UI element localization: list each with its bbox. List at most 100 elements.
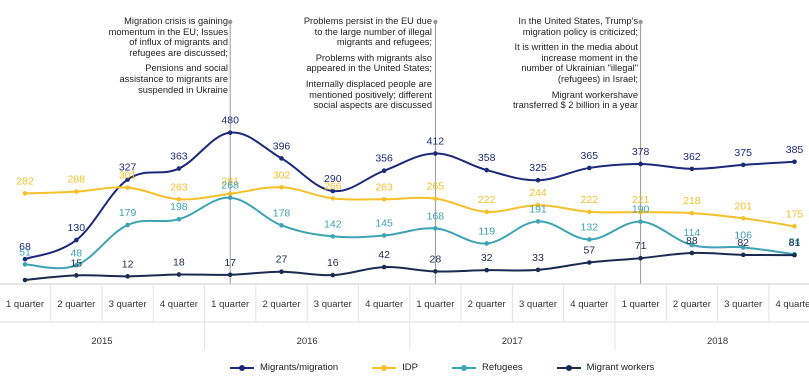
legend-swatch-idp (372, 364, 397, 371)
x-tick-label: 3 quarter (109, 299, 147, 310)
data-point-migrants-migration (22, 256, 28, 262)
legend-swatch-migrants (230, 364, 254, 371)
legend-item-migrant-workers: Migrant workers (556, 362, 654, 373)
legend: Migrants/migration IDP Refugees Migrant … (230, 362, 688, 373)
data-point-idp (740, 215, 746, 221)
data-label-idp: 222 (581, 194, 599, 206)
data-point-idp (125, 185, 130, 190)
data-point-refugees (330, 234, 336, 239)
data-point-migrant-workers (535, 267, 541, 273)
data-label-refugees: 191 (529, 203, 547, 215)
year-label: 2015 (91, 336, 112, 347)
data-point-migrants-migration (740, 162, 746, 168)
data-label-migrant-workers: 16 (327, 257, 339, 269)
data-point-idp (689, 210, 695, 216)
data-label-idp: 301 (119, 170, 137, 182)
data-point-migrants-migration (176, 166, 182, 171)
data-point-migrant-workers (433, 269, 438, 274)
data-label-migrant-workers: 15 (70, 257, 82, 269)
annotation-marker-dot (638, 19, 643, 25)
annotation-2018: In the United States, Trump's migration … (510, 16, 638, 116)
data-point-migrant-workers (125, 274, 130, 279)
data-point-idp (227, 191, 233, 197)
data-label-migrants-migration: 480 (221, 115, 239, 127)
data-point-migrants-migration (792, 159, 797, 165)
x-tick-label: 2 quarter (673, 299, 711, 310)
data-label-idp: 282 (16, 175, 34, 187)
annotation-2017: Problems persist in the EU due to the la… (300, 16, 432, 116)
x-tick-label: 3 quarter (519, 299, 557, 310)
data-label-refugees: 178 (273, 207, 291, 219)
data-label-migrants-migration: 68 (19, 241, 31, 253)
data-label-migrant-workers: 28 (430, 253, 442, 265)
data-point-refugees (689, 242, 695, 248)
data-label-migrants-migration: 356 (375, 153, 393, 165)
data-point-idp (535, 202, 541, 208)
data-label-migrant-workers: 88 (686, 235, 698, 247)
data-point-migrant-workers (638, 255, 643, 261)
data-label-migrants-migration: 412 (427, 136, 445, 148)
year-label: 2017 (502, 336, 523, 347)
data-point-idp (587, 209, 592, 215)
data-point-migrant-workers (792, 252, 797, 258)
data-point-idp (433, 196, 438, 201)
data-point-refugees (22, 262, 28, 267)
data-label-migrants-migration: 358 (478, 152, 496, 164)
data-point-idp (279, 184, 284, 190)
legend-item-idp: IDP (372, 362, 418, 373)
data-point-migrants-migration (638, 161, 643, 167)
annotation-marker-dot (228, 19, 233, 25)
series-line-idp (24, 186, 795, 228)
data-point-migrants-migration (330, 188, 336, 194)
data-label-migrant-workers: 42 (378, 249, 390, 261)
data-point-refugees (125, 222, 130, 228)
data-label-migrant-workers: 71 (635, 240, 647, 252)
legend-item-refugees: Refugees (451, 362, 523, 373)
data-point-migrants-migration (433, 151, 438, 156)
data-label-idp: 222 (478, 194, 496, 206)
legend-label-idp: IDP (402, 362, 418, 373)
data-label-migrants-migration: 325 (529, 162, 547, 174)
x-tick-label: 1 quarter (416, 299, 454, 310)
data-point-refugees (74, 262, 79, 268)
data-point-idp (381, 196, 387, 202)
data-label-refugees: 51 (19, 246, 31, 258)
annotation-2015-line-1: Migration crisis is gaining momentum in … (108, 16, 228, 58)
data-label-idp: 263 (375, 181, 393, 193)
x-tick-label: 3 quarter (314, 299, 352, 310)
data-label-migrant-workers: 17 (224, 257, 236, 269)
data-point-refugees (433, 226, 438, 231)
series-line-migrant-workers (24, 251, 795, 281)
data-label-migrant-workers: 81 (789, 237, 801, 249)
data-point-refugees (484, 241, 490, 246)
data-point-idp (330, 196, 336, 201)
data-point-migrant-workers (740, 252, 746, 258)
x-tick-label: 1 quarter (622, 299, 660, 310)
data-point-migrant-workers (22, 277, 28, 283)
data-point-migrant-workers (330, 272, 336, 278)
data-point-idp (74, 189, 79, 194)
data-point-migrant-workers (587, 260, 592, 265)
data-label-idp: 218 (683, 195, 701, 207)
data-point-migrants-migration (587, 165, 592, 171)
data-label-refugees: 106 (734, 229, 752, 241)
data-label-migrant-workers: 18 (173, 256, 185, 268)
annotation-2017-line-1: Problems persist in the EU due to the la… (303, 16, 432, 48)
series-line-migrants-migration (24, 131, 795, 261)
data-point-migrant-workers (74, 273, 79, 278)
data-point-migrants-migration (279, 156, 284, 161)
data-label-migrants-migration: 378 (632, 146, 650, 158)
data-point-refugees (535, 219, 541, 224)
data-point-migrants-migration (227, 130, 233, 135)
data-point-migrant-workers (227, 272, 233, 278)
annotation-2017-line-2: Problems with migrants also appeared in … (306, 52, 432, 74)
data-point-refugees (740, 245, 746, 250)
legend-item-migrants: Migrants/migration (230, 362, 338, 373)
data-label-idp: 221 (632, 194, 650, 206)
year-label: 2018 (707, 336, 728, 347)
data-label-idp: 265 (427, 181, 445, 193)
data-label-migrant-workers: 33 (532, 252, 544, 264)
x-tick-label: 3 quarter (724, 299, 762, 310)
year-label: 2016 (297, 336, 318, 347)
data-label-migrants-migration: 363 (170, 151, 188, 163)
